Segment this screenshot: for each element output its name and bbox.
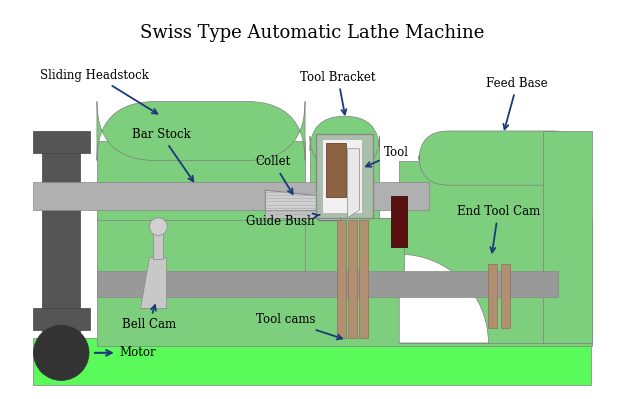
- Polygon shape: [140, 257, 167, 308]
- FancyBboxPatch shape: [310, 149, 379, 220]
- FancyBboxPatch shape: [32, 131, 90, 153]
- FancyBboxPatch shape: [359, 220, 368, 338]
- Circle shape: [150, 218, 167, 235]
- Text: Feed Base: Feed Base: [487, 77, 548, 129]
- Text: Bar Stock: Bar Stock: [132, 128, 193, 181]
- Text: Collet: Collet: [255, 156, 293, 194]
- Text: Tool: Tool: [366, 146, 409, 167]
- Text: Tool Bracket: Tool Bracket: [300, 71, 376, 115]
- FancyBboxPatch shape: [97, 141, 305, 220]
- FancyBboxPatch shape: [97, 271, 558, 296]
- Polygon shape: [265, 190, 320, 216]
- FancyBboxPatch shape: [154, 229, 163, 259]
- FancyBboxPatch shape: [337, 220, 346, 338]
- FancyBboxPatch shape: [391, 196, 407, 247]
- FancyBboxPatch shape: [419, 131, 583, 185]
- FancyBboxPatch shape: [543, 131, 592, 343]
- FancyBboxPatch shape: [305, 218, 404, 272]
- FancyBboxPatch shape: [399, 160, 588, 343]
- FancyBboxPatch shape: [501, 264, 510, 328]
- FancyBboxPatch shape: [51, 328, 72, 358]
- FancyBboxPatch shape: [348, 220, 356, 338]
- FancyBboxPatch shape: [32, 308, 90, 330]
- FancyBboxPatch shape: [32, 182, 429, 210]
- Circle shape: [34, 325, 89, 380]
- FancyBboxPatch shape: [326, 143, 346, 197]
- Text: Tool cams: Tool cams: [255, 313, 342, 339]
- FancyBboxPatch shape: [316, 134, 373, 218]
- FancyBboxPatch shape: [322, 139, 361, 213]
- Text: Swiss Type Automatic Lathe Machine: Swiss Type Automatic Lathe Machine: [140, 24, 484, 42]
- FancyBboxPatch shape: [310, 116, 379, 170]
- Text: End Tool Cam: End Tool Cam: [457, 205, 540, 253]
- FancyBboxPatch shape: [42, 141, 80, 338]
- Text: Bell Cam: Bell Cam: [122, 305, 176, 331]
- Text: Guide Bush: Guide Bush: [246, 213, 319, 228]
- FancyBboxPatch shape: [97, 101, 305, 160]
- FancyBboxPatch shape: [318, 188, 339, 220]
- Polygon shape: [348, 149, 359, 218]
- FancyBboxPatch shape: [32, 338, 592, 385]
- Text: Sliding Headstock: Sliding Headstock: [41, 69, 157, 114]
- Wedge shape: [399, 254, 489, 343]
- FancyBboxPatch shape: [97, 218, 592, 346]
- FancyBboxPatch shape: [489, 264, 497, 328]
- Text: Motor: Motor: [120, 346, 157, 359]
- Polygon shape: [265, 210, 320, 218]
